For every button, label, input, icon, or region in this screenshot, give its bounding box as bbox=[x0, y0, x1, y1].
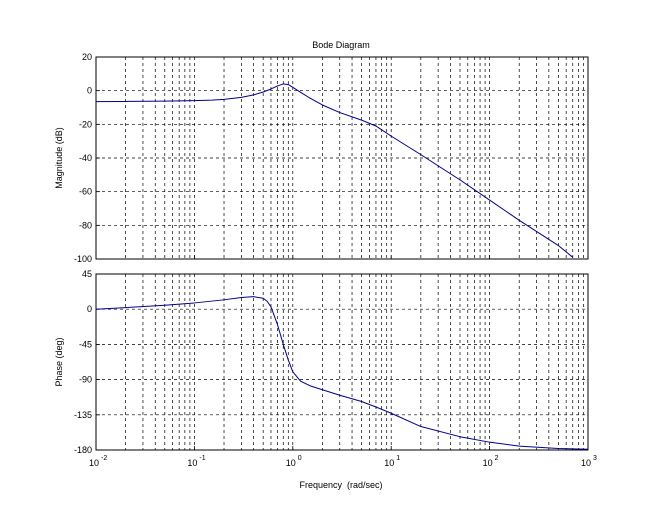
x-tick-label: 10 bbox=[89, 458, 99, 468]
y-tick-label: -90 bbox=[79, 375, 92, 385]
y-tick-label: -20 bbox=[79, 119, 92, 129]
y-tick-label: 0 bbox=[87, 86, 92, 96]
x-tick-exponent: 2 bbox=[495, 455, 499, 462]
y-tick-label: -40 bbox=[79, 153, 92, 163]
chart-title: Bode Diagram bbox=[312, 40, 370, 50]
magnitude-panel: 20 0 -20 -40 -60 -80 -100 Magnitude (dB) bbox=[54, 52, 589, 264]
x-tick-exponent: -2 bbox=[101, 455, 107, 462]
y-tick-label: -80 bbox=[79, 220, 92, 230]
y-tick-label: -180 bbox=[74, 445, 92, 455]
frequency-axis-label: Frequency (rad/sec) bbox=[299, 480, 382, 490]
phase-axis-label: Phase (deg) bbox=[54, 337, 64, 386]
y-tick-label: 20 bbox=[82, 52, 92, 62]
x-tick-exponent: 3 bbox=[593, 455, 597, 462]
frequency-axis-ticks: 10 -2 10 -1 10 0 10 1 10 2 10 3 bbox=[89, 255, 597, 468]
magnitude-axis-label: Magnitude (dB) bbox=[54, 127, 64, 189]
y-tick-label: -100 bbox=[74, 254, 92, 264]
magnitude-series-line bbox=[96, 83, 574, 258]
x-tick-exponent: 0 bbox=[298, 455, 302, 462]
y-tick-label: -45 bbox=[79, 339, 92, 349]
x-tick-label: 10 bbox=[286, 458, 296, 468]
x-tick-label: 10 bbox=[483, 458, 493, 468]
y-tick-label: 45 bbox=[82, 269, 92, 279]
x-tick-label: 10 bbox=[581, 458, 591, 468]
phase-series-line bbox=[96, 296, 588, 450]
x-tick-label: 10 bbox=[384, 458, 394, 468]
y-tick-label: -60 bbox=[79, 187, 92, 197]
x-tick-exponent: 1 bbox=[396, 455, 400, 462]
x-tick-exponent: -1 bbox=[199, 455, 205, 462]
plot-frame bbox=[95, 273, 589, 451]
x-tick-label: 10 bbox=[187, 458, 197, 468]
phase-panel: 45 0 -45 -90 -135 -180 Phase (deg) bbox=[54, 269, 589, 455]
y-tick-label: -135 bbox=[74, 410, 92, 420]
y-tick-label: 0 bbox=[87, 304, 92, 314]
